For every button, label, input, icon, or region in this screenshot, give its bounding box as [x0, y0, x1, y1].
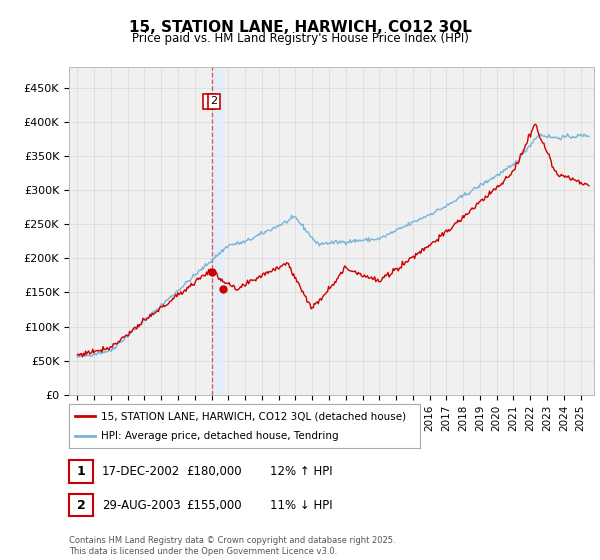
Text: HPI: Average price, detached house, Tendring: HPI: Average price, detached house, Tend… — [101, 431, 338, 441]
Text: Contains HM Land Registry data © Crown copyright and database right 2025.
This d: Contains HM Land Registry data © Crown c… — [69, 536, 395, 556]
Text: 2: 2 — [77, 498, 85, 512]
Text: 15, STATION LANE, HARWICH, CO12 3QL: 15, STATION LANE, HARWICH, CO12 3QL — [128, 20, 472, 35]
Text: Price paid vs. HM Land Registry's House Price Index (HPI): Price paid vs. HM Land Registry's House … — [131, 32, 469, 45]
Text: 15, STATION LANE, HARWICH, CO12 3QL (detached house): 15, STATION LANE, HARWICH, CO12 3QL (det… — [101, 411, 406, 421]
Text: 1: 1 — [206, 96, 212, 106]
Text: 17-DEC-2002: 17-DEC-2002 — [102, 465, 180, 478]
Text: 11% ↓ HPI: 11% ↓ HPI — [270, 498, 332, 512]
Text: 12% ↑ HPI: 12% ↑ HPI — [270, 465, 332, 478]
Text: 29-AUG-2003: 29-AUG-2003 — [102, 498, 181, 512]
Text: £180,000: £180,000 — [186, 465, 242, 478]
Text: 2: 2 — [211, 96, 218, 106]
Text: £155,000: £155,000 — [186, 498, 242, 512]
Text: 1: 1 — [77, 465, 85, 478]
Bar — [212, 67, 223, 395]
